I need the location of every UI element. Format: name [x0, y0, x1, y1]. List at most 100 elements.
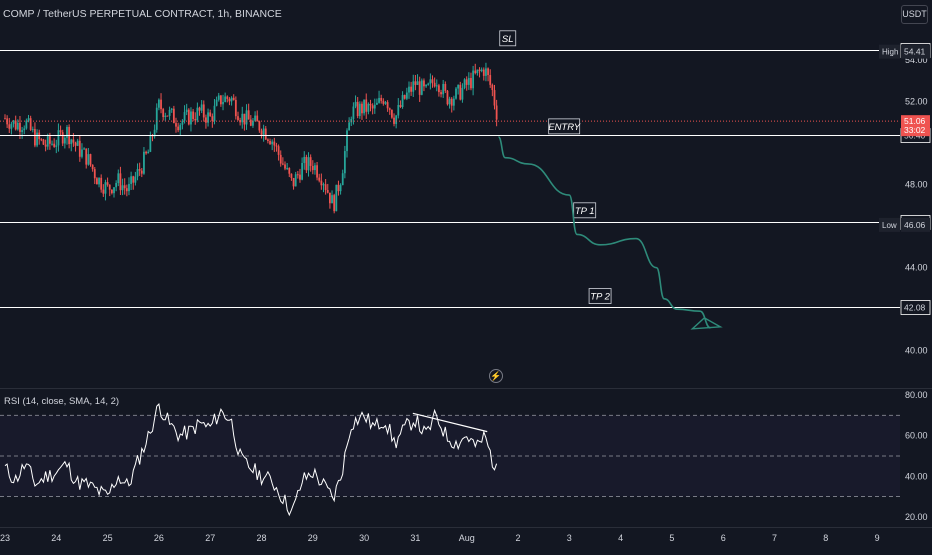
lightning-bolt-icon[interactable]: ⚡ [489, 369, 503, 383]
candle-body [128, 183, 130, 192]
candle-body [329, 192, 331, 204]
candle-body [121, 185, 124, 191]
level-tag-label: SL [502, 34, 514, 45]
candle-body [440, 92, 442, 95]
candle-body [119, 173, 122, 191]
candle-body [168, 109, 171, 116]
candle-body [425, 84, 427, 87]
candle-body [371, 105, 374, 109]
candle-body [461, 87, 464, 100]
rsi-line [4, 402, 498, 517]
candle-body [14, 120, 17, 130]
candle-body [198, 107, 201, 111]
candle-body [196, 107, 199, 121]
candle-body [81, 149, 83, 157]
candle-body [361, 103, 363, 114]
candle-body [476, 69, 479, 74]
candle-body [36, 132, 38, 146]
candle-body [100, 177, 103, 190]
time-tick-label: 26 [154, 533, 164, 543]
last-price-badge [901, 115, 930, 137]
candle-body [87, 154, 90, 165]
candle-body [194, 118, 197, 121]
candle-body [296, 174, 299, 176]
candle-body [480, 69, 483, 72]
rsi-tick-label: 60.00 [905, 431, 928, 441]
time-tick-label: 24 [51, 533, 61, 543]
candle-body [48, 136, 51, 144]
candle-body [190, 111, 192, 125]
level-tag-box [588, 288, 612, 304]
candle-body [343, 151, 346, 174]
rsi-tick-label: 80.00 [905, 390, 928, 400]
candle-body [397, 104, 400, 116]
candle-body [341, 173, 344, 186]
candle-body [403, 95, 406, 99]
candle-body [474, 70, 477, 74]
candle-body [181, 120, 184, 125]
candle-body [369, 103, 372, 106]
candle-body [211, 116, 214, 122]
candle-body [431, 79, 434, 83]
time-tick-label: 25 [103, 533, 113, 543]
candle-body [352, 106, 355, 119]
level-tag-label: TP 1 [575, 206, 595, 217]
candle-body [322, 184, 325, 186]
candle-body [40, 139, 43, 141]
candle-body [452, 98, 455, 106]
candle-body [166, 115, 169, 117]
price-tick-label: 40.00 [905, 346, 928, 356]
candle-body [234, 99, 237, 117]
candle-body [294, 174, 297, 187]
candle-body [232, 97, 235, 100]
candle-body [435, 85, 438, 87]
level-tag-box [548, 118, 581, 135]
candle-body [16, 122, 19, 130]
time-tick-label: Aug [459, 533, 475, 543]
candle-body [132, 176, 135, 183]
candle-body [470, 77, 472, 89]
candle-body [19, 122, 21, 132]
symbol-title[interactable]: COMP / TetherUS PERPETUAL CONTRACT, 1h, … [3, 8, 282, 20]
candle-body [269, 140, 271, 145]
candle-body [46, 136, 49, 147]
currency-button[interactable]: USDT [901, 5, 928, 24]
candle-body [495, 105, 498, 120]
candle-body [363, 99, 365, 114]
candle-body [467, 77, 470, 85]
candle-body [8, 124, 11, 129]
rsi-indicator-title[interactable]: RSI (14, close, SMA, 14, 2) [4, 396, 120, 407]
time-tick-label: 6 [721, 533, 726, 543]
candle-body [378, 97, 380, 103]
candle-body [491, 84, 494, 91]
candle-body [459, 84, 462, 100]
candle-body [418, 81, 421, 95]
candle-body [12, 120, 15, 124]
level-tag-label: ENTRY [548, 122, 581, 133]
candle-body [136, 169, 139, 177]
high-label: High [882, 48, 898, 57]
candle-body [241, 113, 244, 123]
candle-body [318, 177, 321, 181]
candle-body [388, 108, 391, 110]
candle-body [42, 139, 45, 145]
price-tick-label: 54.00 [905, 55, 928, 65]
candle-body [31, 129, 34, 131]
candle-body [410, 86, 413, 92]
candle-body [53, 143, 56, 147]
candle-body [222, 101, 224, 105]
candle-body [6, 118, 9, 125]
time-tick-label: 8 [823, 533, 828, 543]
level-tag-box [499, 30, 517, 47]
candle-body [172, 108, 175, 124]
candle-body [350, 118, 353, 123]
time-tick-label: 4 [618, 533, 623, 543]
candle-body [307, 157, 310, 171]
candle-body [264, 128, 267, 140]
candle-body [115, 183, 118, 188]
candle-body [376, 102, 378, 105]
projection-path [497, 136, 711, 329]
candle-body [215, 99, 218, 106]
